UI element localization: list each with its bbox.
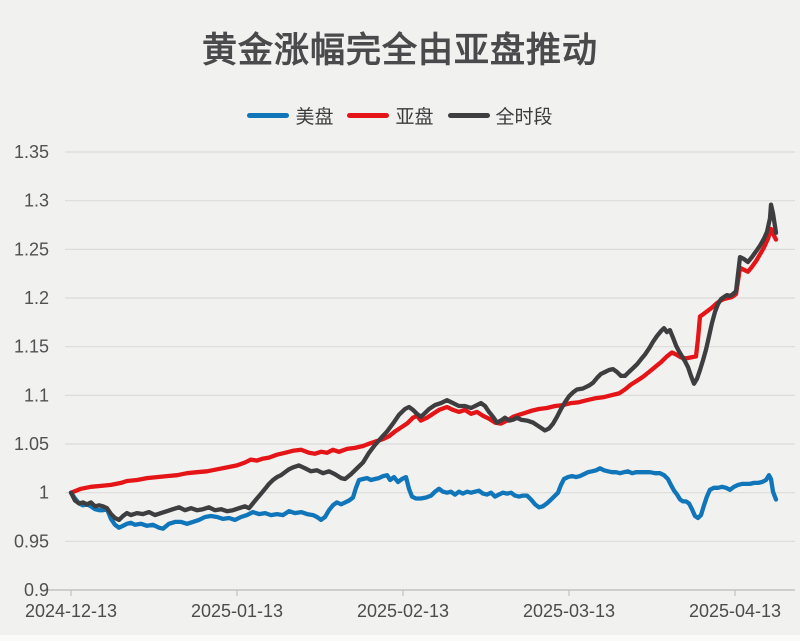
- x-tick-label: 2025-01-13: [191, 601, 283, 621]
- y-tick-label: 0.9: [24, 580, 49, 600]
- legend-item-label: 全时段: [495, 107, 553, 128]
- legend-swatch-icon: [447, 113, 490, 118]
- bottom-strip: [0, 635, 800, 641]
- y-tick-label: 0.95: [14, 531, 49, 551]
- y-tick-label: 1.1: [24, 385, 49, 405]
- x-tick-label: 2025-03-13: [523, 601, 615, 621]
- y-tick-label: 1.05: [14, 434, 49, 454]
- legend-item: 亚盘: [347, 102, 434, 129]
- series-line-0: [68, 466, 779, 531]
- y-tick-label: 1.2: [24, 288, 49, 308]
- x-tick-label: 2025-02-13: [357, 601, 449, 621]
- y-tick-label: 1.35: [14, 142, 49, 162]
- x-tick-label: 2025-04-13: [689, 601, 781, 621]
- y-tick-label: 1.3: [24, 191, 49, 211]
- x-tick-label: 2024-12-13: [25, 601, 117, 621]
- series-line-2: [68, 202, 779, 523]
- legend-swatch-icon: [247, 113, 290, 118]
- y-tick-label: 1.15: [14, 337, 49, 357]
- legend-item-label: 美盘: [295, 107, 334, 128]
- series-line-1: [68, 226, 779, 495]
- chart-title: 黄金涨幅完全由亚盘推动: [201, 31, 598, 70]
- y-tick-label: 1.25: [14, 239, 49, 259]
- legend-item: 全时段: [447, 102, 553, 129]
- legend-swatch-icon: [347, 113, 390, 118]
- chart-legend: 美盘 亚盘 全时段: [0, 102, 800, 129]
- legend-item-label: 亚盘: [395, 107, 434, 128]
- y-tick-label: 1: [39, 483, 49, 503]
- legend-item: 美盘: [247, 102, 333, 129]
